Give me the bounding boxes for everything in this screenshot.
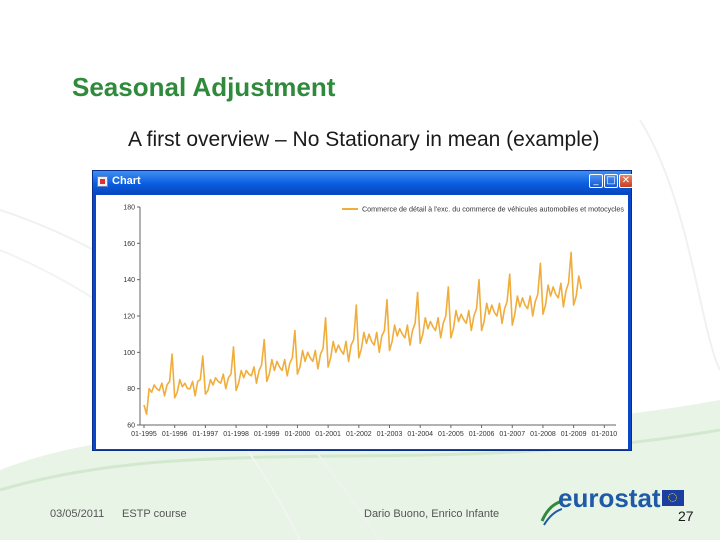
chart-app-icon	[97, 176, 108, 187]
slide-title: Seasonal Adjustment	[72, 72, 336, 102]
y-tick-label: 120	[123, 314, 135, 321]
logo-text: eurostat	[558, 483, 661, 513]
y-tick-label: 180	[123, 205, 135, 212]
y-tick-label: 160	[123, 241, 135, 248]
y-tick-label: 60	[127, 423, 135, 430]
x-tick-label: 01-2008	[530, 431, 556, 438]
eu-flag-icon	[662, 490, 684, 506]
footer-date: 03/05/2011	[50, 508, 105, 520]
page-number: 27	[678, 508, 694, 524]
x-tick-label: 01-1997	[193, 431, 219, 438]
series-line	[143, 251, 583, 415]
x-tick-label: 01-2000	[285, 431, 311, 438]
y-tick-label: 140	[123, 277, 135, 284]
x-tick-label: 01-2010	[591, 431, 617, 438]
x-tick-label: 01-2002	[346, 431, 372, 438]
x-tick-label: 01-2004	[407, 431, 433, 438]
eurostat-logo: eurostat	[540, 483, 690, 527]
window-title: Chart	[112, 175, 141, 187]
x-tick-label: 01-2009	[561, 431, 587, 438]
x-tick-label: 01-2007	[499, 431, 525, 438]
logo-swirl-icon	[540, 499, 562, 526]
slide-subtitle: A first overview – No Stationary in mean…	[128, 128, 600, 151]
x-tick-label: 01-1996	[162, 431, 188, 438]
legend-label: Commerce de détail à l'exc. du commerce …	[362, 207, 624, 214]
footer-authors: Dario Buono, Enrico Infante	[364, 508, 500, 520]
y-tick-label: 100	[123, 350, 135, 357]
line-chart: 60 80 100 120 140 160 180 01-1995 01-1996 01-1997…	[123, 205, 624, 439]
minimize-button[interactable]: _	[589, 174, 603, 188]
maximize-button[interactable]: □	[604, 174, 618, 188]
x-tick-label: 01-2003	[377, 431, 403, 438]
x-tick-label: 01-1998	[223, 431, 249, 438]
x-tick-label: 01-2005	[438, 431, 464, 438]
x-tick-label: 01-1995	[131, 431, 157, 438]
x-tick-label: 01-1999	[254, 431, 280, 438]
footer-course: ESTP course	[122, 508, 187, 520]
close-button[interactable]: ✕	[619, 174, 633, 188]
y-tick-label: 80	[127, 386, 135, 393]
x-tick-label: 01-2006	[469, 431, 495, 438]
chart-plot-area: 60 80 100 120 140 160 180 01-1995 01-1996 01-1997…	[96, 195, 628, 449]
window-titlebar[interactable]: Chart _ □ ✕	[93, 171, 633, 193]
x-tick-label: 01-2001	[315, 431, 341, 438]
chart-window: Chart _ □ ✕ 60 80 100 120 140 160 180 01-1995 01…	[92, 170, 633, 451]
